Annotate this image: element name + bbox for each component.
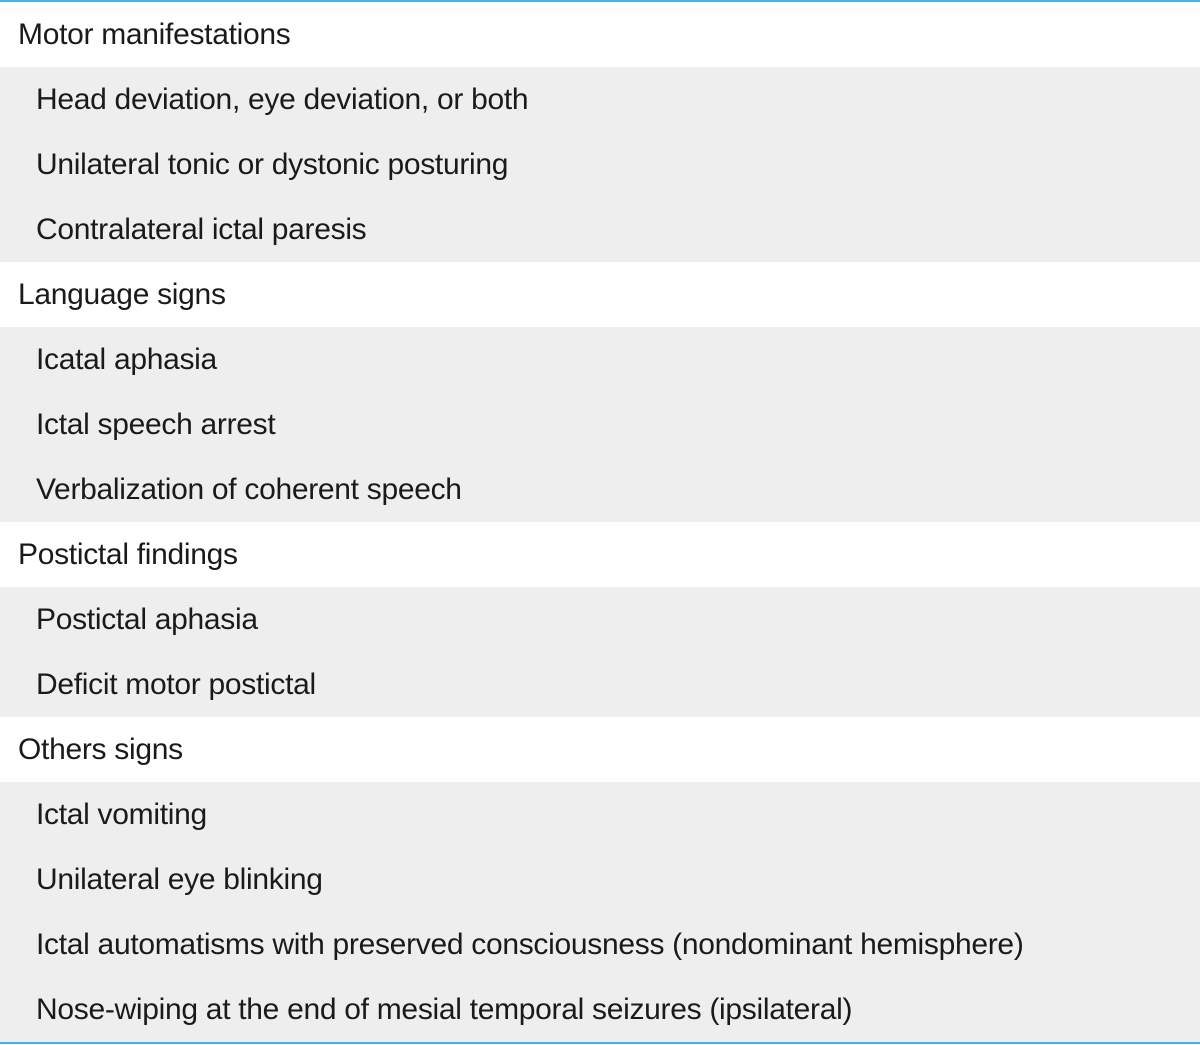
item-row: Nose-wiping at the end of mesial tempora…	[0, 977, 1200, 1042]
item-row: Icatal aphasia	[0, 327, 1200, 392]
item-label: Verbalization of coherent speech	[36, 473, 462, 507]
item-row: Ictal automatisms with preserved conscio…	[0, 912, 1200, 977]
item-row: Ictal speech arrest	[0, 392, 1200, 457]
item-label: Ictal vomiting	[36, 798, 207, 832]
item-row: Contralateral ictal paresis	[0, 197, 1200, 262]
category-row: Postictal findings	[0, 522, 1200, 587]
category-row: Motor manifestations	[0, 2, 1200, 67]
category-label: Motor manifestations	[18, 18, 290, 52]
item-row: Deficit motor postictal	[0, 652, 1200, 717]
item-label: Postictal aphasia	[36, 603, 258, 637]
item-label: Ictal speech arrest	[36, 408, 275, 442]
item-row: Postictal aphasia	[0, 587, 1200, 652]
item-row: Unilateral tonic or dystonic posturing	[0, 132, 1200, 197]
item-row: Unilateral eye blinking	[0, 847, 1200, 912]
clinical-signs-table: Motor manifestations Head deviation, eye…	[0, 0, 1200, 1044]
item-label: Deficit motor postictal	[36, 668, 316, 702]
item-label: Head deviation, eye deviation, or both	[36, 83, 528, 117]
category-row: Others signs	[0, 717, 1200, 782]
item-label: Contralateral ictal paresis	[36, 213, 366, 247]
item-row: Ictal vomiting	[0, 782, 1200, 847]
category-label: Postictal findings	[18, 538, 238, 572]
item-label: Unilateral tonic or dystonic posturing	[36, 148, 508, 182]
category-label: Others signs	[18, 733, 183, 767]
item-row: Head deviation, eye deviation, or both	[0, 67, 1200, 132]
category-label: Language signs	[18, 278, 226, 312]
item-label: Icatal aphasia	[36, 343, 217, 377]
item-label: Ictal automatisms with preserved conscio…	[36, 928, 1024, 962]
category-row: Language signs	[0, 262, 1200, 327]
item-label: Unilateral eye blinking	[36, 863, 323, 897]
item-label: Nose-wiping at the end of mesial tempora…	[36, 993, 852, 1027]
item-row: Verbalization of coherent speech	[0, 457, 1200, 522]
